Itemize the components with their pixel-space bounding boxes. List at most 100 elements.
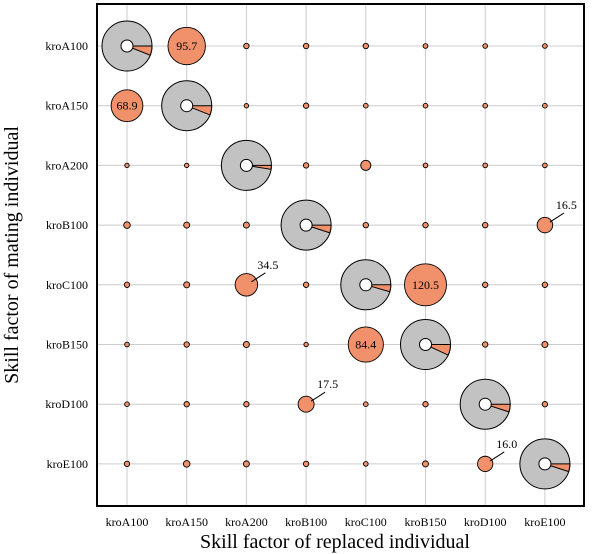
callout-leader [549, 212, 565, 223]
bubble [302, 162, 310, 169]
pie-hole [299, 218, 313, 232]
bubble [422, 221, 429, 229]
bubble-value-label: 68.9 [117, 99, 138, 113]
bubble [362, 221, 369, 229]
bubble [482, 43, 488, 49]
bubble [183, 341, 190, 348]
bubble [482, 281, 489, 288]
bubble [404, 263, 447, 307]
bubble [124, 401, 130, 407]
bubble [302, 281, 310, 288]
bubble [243, 401, 250, 408]
diagonal-pie [161, 80, 213, 132]
bubble [124, 341, 130, 348]
y-tick-label: kroA200 [45, 158, 88, 172]
chart-marks [101, 20, 571, 490]
bubble [234, 273, 259, 297]
x-axis-title: Skill factor of replaced individual [200, 531, 470, 553]
bubble [242, 341, 250, 348]
pie-slice [485, 403, 511, 413]
bubble [542, 102, 548, 109]
callout-leader [310, 391, 326, 402]
bubble [362, 42, 369, 50]
bubble [302, 102, 310, 109]
pie-hole [538, 457, 552, 471]
pie-hole [239, 158, 253, 172]
y-axis-title: Skill factor of mating individual [1, 126, 23, 384]
bubble [297, 395, 315, 413]
grid-lines [97, 4, 584, 506]
bubble [363, 461, 369, 467]
bubble-callout-label: 16.0 [496, 437, 517, 451]
pie-slice [544, 463, 571, 473]
bubble [242, 221, 250, 229]
diagonal-pie [101, 20, 153, 72]
diagonal-pie [400, 319, 452, 370]
bubble [123, 281, 131, 288]
bubble [541, 341, 549, 348]
x-tick-label: kroA150 [165, 515, 208, 529]
y-tick-label: kroD100 [45, 397, 88, 411]
bubble [422, 43, 429, 49]
bubble [123, 460, 131, 468]
bubble-callout-label: 34.5 [257, 258, 278, 272]
bubble [243, 103, 250, 109]
bubble [541, 401, 549, 408]
x-tick-label: kroB100 [285, 515, 327, 529]
bubble [482, 162, 488, 169]
bubble [182, 460, 191, 468]
bubble [536, 216, 554, 234]
bubble [542, 43, 548, 49]
bubble [541, 281, 549, 288]
y-tick-label: kroB150 [46, 338, 88, 352]
pie-slice [305, 224, 332, 234]
bubble [422, 460, 429, 468]
x-tick-label: kroE100 [524, 515, 565, 529]
y-tick-label: kroB100 [46, 218, 88, 232]
bubble [302, 42, 310, 50]
y-tick-label: kroA150 [45, 99, 88, 113]
bubble [183, 401, 190, 408]
bubble [123, 221, 131, 229]
bubble [363, 401, 369, 407]
bubble [347, 326, 384, 363]
bubble-value-label: 95.7 [176, 39, 197, 53]
diagonal-pie [280, 199, 332, 251]
pie-slice [425, 344, 452, 356]
diagonal-pie [220, 139, 272, 191]
bubble [422, 102, 429, 109]
bubble [183, 281, 191, 289]
bubble [302, 460, 310, 468]
bubble-value-label: 120.5 [412, 278, 439, 292]
bubble [242, 460, 250, 468]
tick-labels: kroA100 kroA150 kroA200 kroB100 kroC100 kroB1… [45, 39, 565, 529]
x-tick-label: kroC100 [345, 515, 387, 529]
pie-slice [126, 45, 153, 56]
pie-hole [180, 99, 194, 113]
bubble [110, 89, 144, 123]
bubble [482, 221, 489, 229]
y-tick-label: kroA100 [45, 39, 88, 53]
bubble [422, 401, 429, 408]
bubble [542, 162, 548, 169]
bubble [124, 162, 130, 169]
bubble [477, 455, 494, 473]
x-tick-label: kroA200 [225, 515, 268, 529]
data-labels: 95.7 68.9 16.5 34.5 120.5 84.4 17.5 16.0 [117, 39, 577, 462]
plot-frame [96, 3, 585, 507]
bubble [360, 159, 372, 171]
bubble [183, 221, 191, 229]
bubble [243, 42, 250, 50]
bubble [482, 341, 489, 348]
diagonal-pie [340, 259, 392, 311]
callout-leader [251, 272, 266, 283]
x-tick-label: kroA100 [106, 515, 149, 529]
y-tick-label: kroC100 [46, 278, 88, 292]
bubble [303, 341, 309, 348]
bubble [422, 162, 429, 169]
pie-hole [478, 397, 492, 411]
callout-leader [489, 451, 505, 462]
bubble-callout-label: 16.5 [556, 198, 577, 212]
bubble [167, 26, 206, 66]
